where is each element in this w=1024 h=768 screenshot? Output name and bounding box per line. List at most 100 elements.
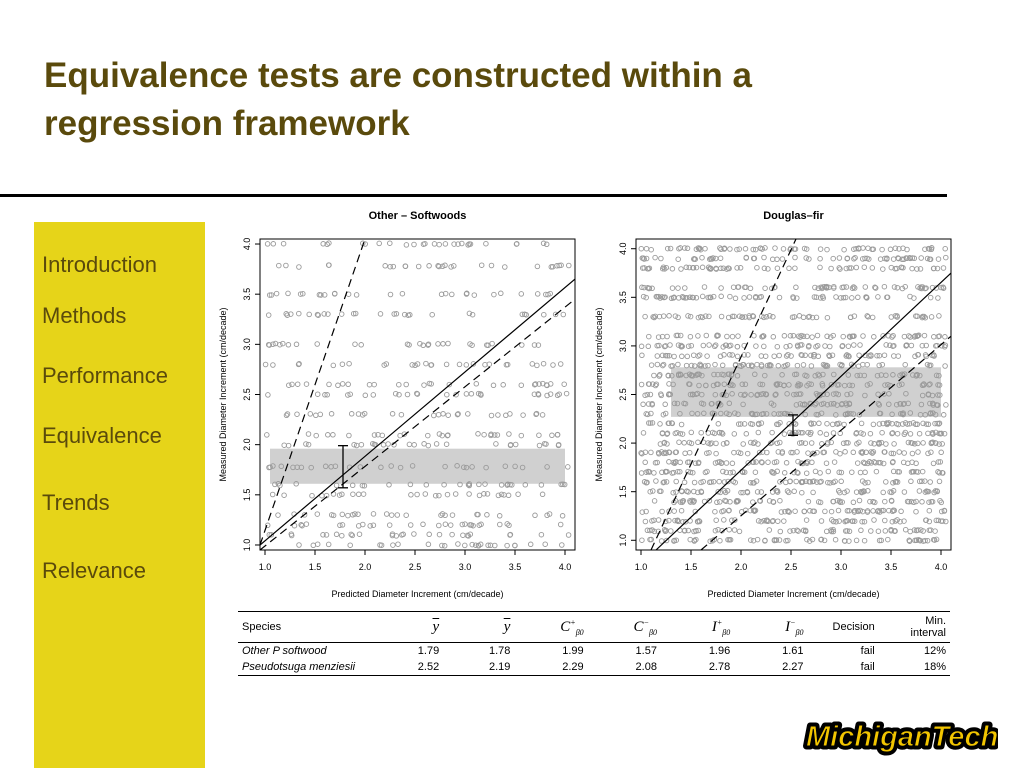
data-point: [814, 479, 820, 485]
data-point: [902, 283, 908, 290]
data-point: [808, 381, 815, 388]
data-point: [264, 241, 271, 247]
data-point: [741, 421, 748, 427]
data-point: [693, 264, 700, 271]
data-point: [767, 440, 774, 447]
data-point: [830, 518, 837, 525]
data-point: [721, 352, 727, 358]
data-point: [799, 352, 805, 359]
data-point: [690, 352, 697, 358]
header-c-minus: C−β0: [587, 611, 661, 643]
data-point: [320, 241, 326, 247]
data-point: [549, 432, 555, 439]
data-point: [484, 512, 490, 518]
nav-item-relevance[interactable]: Relevance: [42, 558, 146, 583]
data-point: [818, 536, 825, 543]
data-point: [923, 342, 929, 349]
data-point: [800, 362, 807, 368]
data-point: [917, 266, 924, 272]
nav-item-introduction[interactable]: Introduction: [42, 252, 157, 277]
data-point: [723, 392, 730, 399]
data-point: [806, 313, 813, 320]
data-point: [396, 391, 402, 398]
data-point: [851, 313, 858, 319]
data-point: [741, 295, 747, 301]
data-point: [677, 332, 684, 339]
data-point: [436, 263, 442, 270]
nav-item-equivalence[interactable]: Equivalence: [42, 423, 162, 448]
data-point: [654, 353, 661, 359]
data-point: [405, 312, 411, 318]
data-point: [841, 421, 847, 428]
data-point: [640, 293, 647, 300]
nav-item-methods[interactable]: Methods: [42, 303, 127, 328]
data-point: [469, 464, 475, 470]
data-point: [639, 352, 645, 359]
regression-lines: [650, 239, 951, 550]
data-point: [857, 342, 863, 348]
data-point: [828, 381, 835, 388]
data-point: [448, 264, 454, 270]
data-point: [649, 401, 655, 408]
regression-line: [655, 272, 951, 550]
data-point: [850, 411, 857, 417]
data-point: [794, 342, 801, 349]
data-point: [893, 421, 900, 427]
data-point: [371, 432, 378, 438]
data-point: [758, 459, 765, 465]
data-point: [794, 362, 801, 369]
data-point: [469, 311, 476, 318]
y-tick-label: 2.0: [242, 438, 252, 451]
data-point: [678, 266, 684, 272]
data-point: [831, 371, 837, 378]
data-point: [333, 482, 340, 489]
data-point: [658, 538, 665, 544]
data-point: [911, 441, 918, 447]
data-point: [723, 498, 729, 505]
data-point: [754, 361, 760, 368]
data-point: [830, 498, 836, 505]
data-point: [559, 513, 566, 519]
data-point: [750, 246, 756, 253]
data-point: [451, 241, 457, 247]
data-point: [470, 361, 477, 367]
data-point: [677, 499, 684, 505]
nav-item-performance[interactable]: Performance: [42, 363, 168, 388]
data-point: [726, 526, 732, 533]
data-point: [920, 420, 926, 427]
data-point: [675, 371, 682, 377]
data-point: [858, 527, 864, 534]
data-point: [799, 479, 806, 485]
data-point: [779, 449, 786, 455]
data-point: [435, 341, 441, 347]
data-point: [383, 511, 390, 517]
data-point: [754, 411, 760, 417]
data-point: [833, 519, 839, 525]
data-point: [817, 264, 823, 271]
nav-item-trends[interactable]: Trends: [42, 490, 110, 515]
data-point: [878, 372, 885, 378]
equivalence-bound-line: [260, 239, 366, 546]
data-point: [828, 527, 834, 533]
data-point: [862, 255, 868, 262]
data-point: [887, 342, 893, 349]
data-point: [296, 310, 302, 317]
data-point: [321, 292, 328, 298]
data-point: [798, 440, 805, 446]
data-point: [426, 531, 432, 538]
data-point: [755, 518, 762, 524]
data-point: [812, 468, 819, 475]
data-point: [758, 489, 765, 495]
data-point: [455, 541, 461, 547]
data-point: [901, 256, 907, 263]
data-point: [264, 432, 270, 438]
data-point: [891, 528, 898, 534]
data-point: [314, 311, 321, 318]
data-point: [295, 361, 302, 368]
data-point: [707, 265, 714, 271]
data-point: [892, 518, 899, 524]
data-point: [797, 391, 804, 397]
data-point: [557, 361, 564, 367]
data-point: [708, 255, 714, 262]
data-point: [836, 255, 843, 261]
